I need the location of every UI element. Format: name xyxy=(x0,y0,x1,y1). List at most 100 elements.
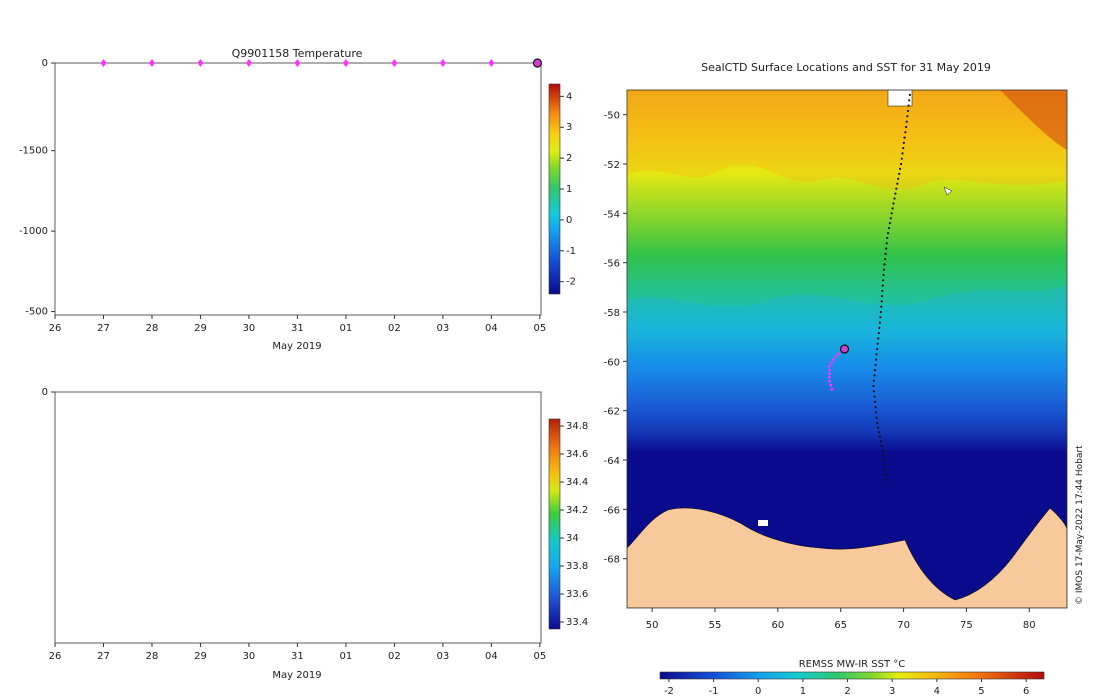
track-point xyxy=(908,99,911,102)
track-point xyxy=(837,352,840,356)
track-point xyxy=(894,192,897,195)
salinity-colorbar xyxy=(548,418,561,630)
x-tick-label: 05 xyxy=(533,651,546,662)
sst-colorbar-tick-label: 4 xyxy=(934,686,940,697)
track-point xyxy=(872,390,876,393)
track-point xyxy=(872,379,876,382)
track-point xyxy=(905,120,908,123)
track-point xyxy=(905,125,908,129)
track-point xyxy=(878,435,882,438)
colorbar-tick-label: 3 xyxy=(566,122,572,133)
track-point xyxy=(900,157,903,160)
x-tick-label: 05 xyxy=(533,323,546,334)
track-point xyxy=(896,182,899,185)
track-point xyxy=(908,93,912,96)
surfacing-marker xyxy=(197,59,204,67)
x-tick-label: 27 xyxy=(97,651,110,662)
heard-island-land xyxy=(943,186,953,196)
surfacing-marker xyxy=(245,59,252,67)
track-point xyxy=(885,247,888,250)
track-point xyxy=(900,162,903,166)
salinity-xlabel: May 2019 xyxy=(272,670,321,681)
track-point xyxy=(879,316,882,319)
sst-colorbar-tick-label: 5 xyxy=(978,686,984,697)
track-point xyxy=(906,115,909,118)
track-point xyxy=(884,473,887,476)
y-tick-label: -1000 xyxy=(19,226,48,237)
track-point xyxy=(878,326,881,329)
x-tick-label: 02 xyxy=(388,323,401,334)
map-x-tick-label: 60 xyxy=(771,620,784,631)
warm-water-patch xyxy=(627,90,1067,190)
map-y-tick-label: -68 xyxy=(604,555,620,566)
y-tick-label: 0 xyxy=(42,387,48,398)
track-point xyxy=(880,305,883,308)
track-point xyxy=(880,295,884,298)
track-point xyxy=(834,355,838,358)
track-point xyxy=(881,289,884,292)
track-point xyxy=(888,222,892,225)
temperature-colorbar-ticks: 4 3 2 1 0 -1 -2 xyxy=(560,91,576,288)
colorbar-tick-label: 33.8 xyxy=(566,561,588,572)
track-point xyxy=(902,147,905,150)
colorbar-tick-label: 2 xyxy=(566,153,572,164)
temperature-title: Q9901158 Temperature xyxy=(232,47,363,60)
temperature-axes-frame xyxy=(54,62,542,316)
track-point xyxy=(880,300,883,303)
surfacing-marker xyxy=(391,59,398,67)
track-point xyxy=(876,347,879,351)
surfacing-marker xyxy=(488,59,495,67)
map-x-axis: 50 55 60 65 70 75 80 xyxy=(646,608,1036,631)
colorbar-tick-label: 0 xyxy=(566,215,572,226)
antarctic-land xyxy=(627,507,1067,608)
track-point xyxy=(882,458,886,462)
temperature-colorbar xyxy=(548,83,561,295)
y-tick-label: -1500 xyxy=(19,146,48,157)
track-point xyxy=(882,273,885,277)
track-point xyxy=(883,263,886,266)
track-point xyxy=(829,383,833,387)
salinity-panel: 0-500-1000-1500 26 27 28 29 30 31 01 02 03 04 05 M… xyxy=(19,146,588,681)
track-point xyxy=(873,369,877,372)
track-point xyxy=(883,463,886,466)
map-x-tick-label: 80 xyxy=(1023,620,1036,631)
track-point xyxy=(881,449,884,452)
colorbar-tick-label: 34 xyxy=(566,533,579,544)
map-x-tick-label: 65 xyxy=(834,620,847,631)
track-point xyxy=(892,202,895,205)
x-tick-label: 04 xyxy=(485,651,498,662)
track-point xyxy=(832,358,835,362)
temperature-y-axis: 0-500-1000-1500 xyxy=(42,58,55,69)
temperature-panel: Q9901158 Temperature 0-500-1000-1500 262… xyxy=(42,47,576,352)
colorbar-tick-label: 34.2 xyxy=(566,505,588,516)
track-point xyxy=(887,232,890,235)
surfacing-marker xyxy=(148,59,155,67)
sst-colorbar-tick-label: -2 xyxy=(664,686,674,697)
map-frame xyxy=(626,89,1068,609)
map-y-tick-label: -52 xyxy=(604,160,620,171)
track-point xyxy=(901,152,904,155)
track-point xyxy=(877,332,880,335)
colorbar-tick-label: 33.6 xyxy=(566,589,588,600)
track-point xyxy=(907,104,910,107)
surfacing-marker xyxy=(294,59,301,67)
track-point xyxy=(890,212,893,215)
track-point xyxy=(880,444,883,447)
track-point xyxy=(877,426,880,429)
salinity-x-axis: 26 27 28 29 30 31 01 02 03 04 05 xyxy=(49,643,546,662)
track-point xyxy=(883,468,886,471)
warmest-water-patch xyxy=(1000,90,1067,150)
track-point xyxy=(873,395,876,398)
track-point xyxy=(830,361,833,365)
temperature-x-axis: 26 27 28 29 30 31 01 02 03 04 05 xyxy=(49,315,546,334)
colorbar-tick-label: 33.4 xyxy=(566,617,588,628)
track-point xyxy=(828,379,831,383)
track-point xyxy=(897,177,900,180)
track-point xyxy=(889,217,892,220)
x-tick-label: 29 xyxy=(194,323,207,334)
colorbar-tick-label: 34.6 xyxy=(566,449,588,460)
x-tick-label: 04 xyxy=(485,323,498,334)
x-tick-label: 03 xyxy=(437,323,450,334)
cool-water-patch xyxy=(627,285,1067,340)
